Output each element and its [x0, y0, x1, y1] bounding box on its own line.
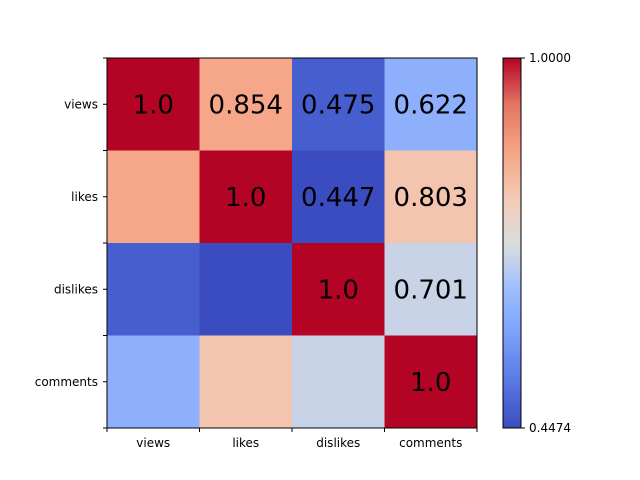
cell-value-label-dislikes-dislikes: 1.0 — [318, 275, 359, 305]
x-tick-label-likes: likes — [232, 436, 259, 450]
heatmap-cells: 1.0 0.854 0.475 0.622 1.0 0.447 0.803 1.0 0.701 1… — [107, 58, 478, 429]
cell-value-label-likes-likes: 1.0 — [225, 183, 266, 213]
heatmap-cell-likes-dislikes — [292, 150, 385, 244]
x-tick-label-dislikes: dislikes — [316, 436, 360, 450]
heatmap-cell-dislikes-views — [107, 243, 200, 336]
heatmap-cell-comments-views — [107, 335, 200, 429]
heatmap-cell-comments-comments — [384, 335, 478, 429]
heatmap-cell-views-views — [107, 58, 200, 151]
heatmap-cell-likes-comments — [384, 150, 478, 244]
heatmap-cell-comments-likes — [199, 335, 293, 429]
cell-value-label-dislikes-comments: 0.701 — [394, 275, 468, 305]
heatmap-cell-views-dislikes — [292, 58, 385, 151]
cell-value-label-views-views: 1.0 — [133, 90, 174, 120]
heatmap-cell-likes-likes — [199, 150, 293, 244]
x-tick-label-views: views — [136, 436, 170, 450]
x-tick-label-comments: comments — [399, 436, 462, 450]
y-tick-label-views: views — [64, 97, 98, 111]
heatmap-cell-likes-views — [107, 150, 200, 244]
cell-value-label-likes-comments: 0.803 — [394, 183, 468, 213]
heatmap-cell-dislikes-likes — [199, 243, 293, 336]
colorbar-min-label: 0.4474 — [529, 421, 571, 435]
cell-value-label-views-comments: 0.622 — [394, 90, 468, 120]
cell-value-label-likes-dislikes: 0.447 — [301, 183, 375, 213]
y-tick-label-likes: likes — [71, 190, 98, 204]
heatmap-cell-comments-dislikes — [292, 335, 385, 429]
heatmap-cell-dislikes-dislikes — [292, 243, 385, 336]
y-tick-label-dislikes: dislikes — [54, 282, 98, 296]
heatmap-cell-views-comments — [384, 58, 478, 151]
y-tick-label-comments: comments — [35, 375, 98, 389]
heatmap-cell-views-likes — [199, 58, 293, 151]
cell-value-label-views-likes: 0.854 — [209, 90, 283, 120]
colorbar-max-label: 1.0000 — [529, 51, 571, 65]
cell-value-label-views-dislikes: 0.475 — [301, 90, 375, 120]
colorbar-gradient — [502, 57, 522, 429]
heatmap-cell-dislikes-comments — [384, 243, 478, 336]
heatmap-axes: views views likes likes dislikes dislikes comm… — [35, 57, 478, 450]
cell-value-label-comments-comments: 1.0 — [410, 368, 451, 398]
colorbar: 1.0000 0.4474 — [502, 51, 571, 435]
